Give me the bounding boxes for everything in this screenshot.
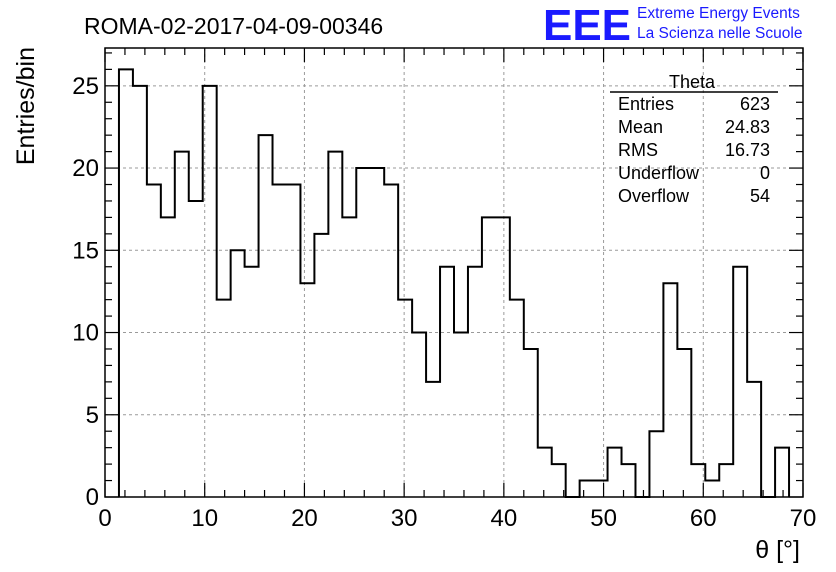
- x-tick-label: 20: [291, 505, 318, 532]
- histogram-bin: [496, 217, 510, 497]
- histogram-bin: [663, 283, 677, 497]
- histogram-bin: [775, 448, 789, 497]
- x-tick-label: 10: [191, 505, 218, 532]
- stats-label: Overflow: [618, 186, 690, 206]
- histogram-bin: [719, 464, 733, 497]
- y-tick-label: 10: [72, 320, 99, 347]
- histogram-bin: [189, 201, 203, 497]
- histogram-bin: [608, 448, 622, 497]
- plot-frame: [104, 47, 804, 498]
- stats-label: Entries: [618, 94, 674, 114]
- histogram-bin: [747, 382, 761, 497]
- y-tick-label: 20: [72, 155, 99, 182]
- x-tick-label: 50: [590, 505, 617, 532]
- histogram-bin: [677, 349, 691, 497]
- histogram-bin: [524, 349, 538, 497]
- eee-logo: EEE Extreme Energy Events La Scienza nel…: [543, 1, 802, 50]
- histogram-bin: [398, 300, 412, 497]
- histogram-bin: [370, 168, 384, 497]
- stats-value: 16.73: [725, 140, 770, 160]
- histogram-bin: [286, 185, 300, 497]
- x-tick-label: 0: [98, 505, 111, 532]
- x-tick-label: 40: [491, 505, 518, 532]
- x-tick-label: 60: [690, 505, 717, 532]
- y-tick-labels: 0 5 10 15 20 25: [72, 73, 99, 511]
- histogram-bin: [161, 217, 175, 497]
- histogram-bin: [245, 267, 259, 497]
- stats-title: Theta: [669, 72, 716, 92]
- grid-lines: [105, 48, 803, 497]
- stats-value: 54: [750, 186, 770, 206]
- histogram-bin: [175, 152, 189, 497]
- histogram-bin: [538, 448, 552, 497]
- eee-logo-mark: EEE: [543, 1, 631, 50]
- y-tick-label: 0: [86, 484, 99, 511]
- histogram-bin: [217, 300, 231, 497]
- stats-value: 24.83: [725, 117, 770, 137]
- x-tick-label: 30: [391, 505, 418, 532]
- eee-logo-line1: Extreme Energy Events: [637, 5, 800, 22]
- histogram-bin: [384, 185, 398, 497]
- stats-value: 0: [760, 163, 770, 183]
- histogram-bars: [117, 68, 791, 498]
- stats-value: 623: [740, 94, 770, 114]
- histogram-bin: [259, 135, 273, 497]
- histogram-bin: [328, 152, 342, 497]
- histogram-bin: [412, 333, 426, 497]
- x-tick-label: 70: [790, 505, 817, 532]
- histogram-bin: [580, 481, 594, 497]
- histogram-bin: [342, 217, 356, 497]
- histogram-bin: [482, 217, 496, 497]
- stats-label: Underflow: [618, 163, 700, 183]
- histogram-bin: [594, 481, 608, 497]
- histogram-bin: [649, 431, 663, 497]
- histogram-bin: [510, 300, 524, 497]
- stats-label: Mean: [618, 117, 663, 137]
- histogram-bin: [273, 185, 287, 497]
- y-tick-label: 25: [72, 73, 99, 100]
- y-tick-label: 15: [72, 237, 99, 264]
- histogram-bin: [119, 69, 133, 497]
- histogram-bin: [356, 168, 370, 497]
- histogram-bin: [454, 333, 468, 497]
- chart-title: ROMA-02-2017-04-09-00346: [84, 13, 383, 39]
- histogram-bin: [426, 382, 440, 497]
- plot-frame-rect: [104, 47, 804, 498]
- histogram-bin: [468, 267, 482, 497]
- histogram-bin: [203, 86, 217, 497]
- histogram-bin: [133, 86, 147, 497]
- axis-ticks: [104, 48, 804, 498]
- y-tick-label: 5: [86, 402, 99, 429]
- stats-box: Theta Entries 623 Mean 24.83 RMS 16.73 Underfl…: [610, 72, 778, 206]
- histogram-bin: [733, 267, 747, 497]
- histogram-bin: [705, 481, 719, 497]
- x-axis-label: θ [°]: [755, 536, 800, 564]
- histogram-bin: [440, 267, 454, 497]
- stats-label: RMS: [618, 140, 658, 160]
- histogram-outline: [117, 68, 791, 498]
- histogram-bin: [314, 234, 328, 497]
- x-tick-labels: 0 10 20 30 40 50 60 70: [98, 505, 816, 532]
- histogram-bin: [300, 283, 314, 497]
- y-axis-label: Entries/bin: [12, 47, 40, 165]
- eee-logo-line2: La Scienza nelle Scuole: [637, 25, 802, 42]
- histogram-bin: [231, 250, 245, 497]
- histogram-bin: [147, 185, 161, 497]
